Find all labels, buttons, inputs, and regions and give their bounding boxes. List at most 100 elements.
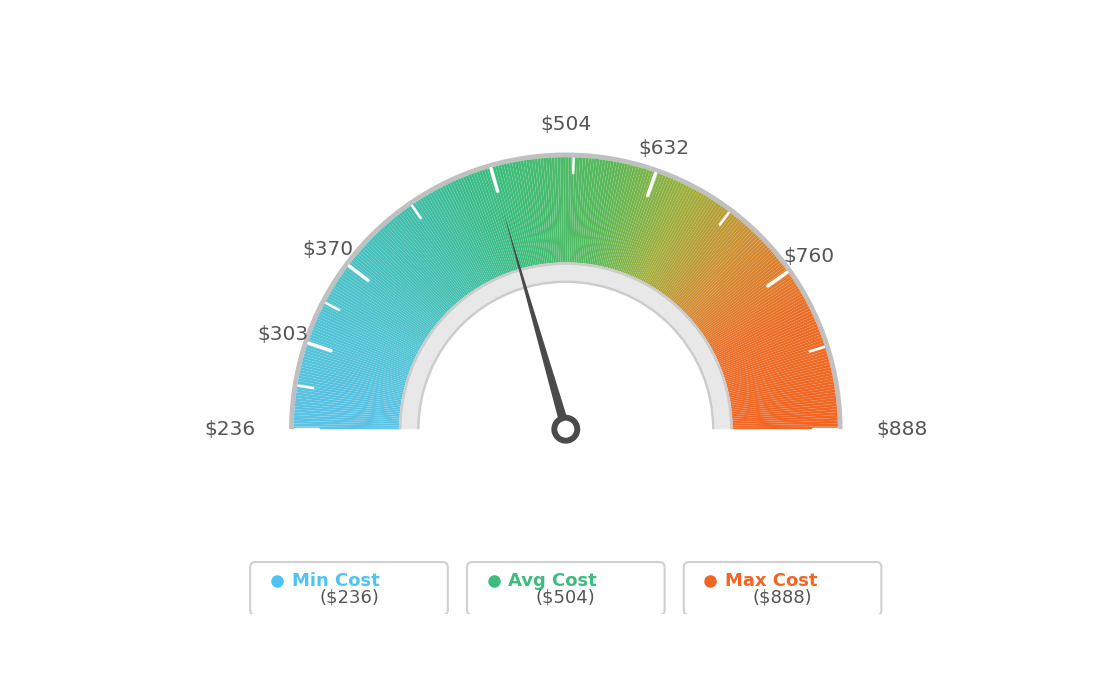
Wedge shape bbox=[725, 356, 829, 386]
Wedge shape bbox=[654, 198, 712, 289]
Wedge shape bbox=[713, 306, 809, 355]
Wedge shape bbox=[344, 269, 432, 333]
Wedge shape bbox=[730, 393, 836, 408]
Wedge shape bbox=[330, 290, 423, 346]
Wedge shape bbox=[655, 199, 714, 290]
Wedge shape bbox=[703, 276, 793, 337]
Text: Min Cost: Min Cost bbox=[291, 573, 380, 591]
Wedge shape bbox=[570, 157, 574, 264]
Wedge shape bbox=[582, 159, 594, 264]
Circle shape bbox=[558, 421, 574, 437]
Wedge shape bbox=[375, 233, 452, 310]
Wedge shape bbox=[299, 370, 404, 395]
Wedge shape bbox=[417, 280, 714, 429]
Wedge shape bbox=[314, 324, 413, 366]
Wedge shape bbox=[295, 404, 401, 415]
Wedge shape bbox=[721, 332, 820, 371]
Wedge shape bbox=[468, 175, 508, 275]
Wedge shape bbox=[700, 269, 787, 333]
Wedge shape bbox=[590, 160, 608, 266]
Wedge shape bbox=[420, 198, 478, 289]
Wedge shape bbox=[651, 197, 709, 288]
Wedge shape bbox=[647, 193, 702, 286]
Wedge shape bbox=[692, 254, 775, 324]
Wedge shape bbox=[731, 404, 837, 415]
Wedge shape bbox=[318, 313, 416, 360]
Wedge shape bbox=[617, 170, 652, 272]
Wedge shape bbox=[296, 393, 402, 408]
Wedge shape bbox=[427, 194, 482, 286]
Wedge shape bbox=[351, 260, 436, 328]
Wedge shape bbox=[660, 206, 723, 294]
Wedge shape bbox=[306, 348, 407, 382]
Wedge shape bbox=[618, 171, 656, 273]
Wedge shape bbox=[329, 293, 422, 348]
Wedge shape bbox=[728, 367, 831, 393]
Wedge shape bbox=[659, 204, 721, 293]
Wedge shape bbox=[439, 187, 490, 282]
Text: Avg Cost: Avg Cost bbox=[509, 573, 597, 591]
Wedge shape bbox=[672, 221, 744, 304]
Text: $504: $504 bbox=[540, 115, 592, 135]
Wedge shape bbox=[417, 199, 477, 290]
Wedge shape bbox=[724, 351, 827, 383]
Wedge shape bbox=[650, 195, 707, 288]
Wedge shape bbox=[406, 208, 470, 295]
Wedge shape bbox=[731, 409, 837, 419]
Wedge shape bbox=[445, 184, 493, 281]
Wedge shape bbox=[728, 373, 832, 397]
Wedge shape bbox=[690, 249, 772, 321]
Wedge shape bbox=[413, 203, 474, 292]
Wedge shape bbox=[297, 384, 402, 403]
Wedge shape bbox=[611, 167, 641, 270]
Wedge shape bbox=[532, 159, 546, 265]
Wedge shape bbox=[714, 308, 810, 357]
Wedge shape bbox=[294, 421, 400, 426]
Wedge shape bbox=[625, 175, 666, 275]
Wedge shape bbox=[705, 284, 797, 342]
Wedge shape bbox=[298, 381, 403, 402]
Wedge shape bbox=[638, 184, 687, 281]
Wedge shape bbox=[730, 384, 835, 403]
Wedge shape bbox=[514, 161, 537, 266]
Wedge shape bbox=[310, 335, 411, 373]
Wedge shape bbox=[352, 258, 437, 326]
Wedge shape bbox=[302, 359, 405, 388]
Wedge shape bbox=[601, 163, 625, 268]
Wedge shape bbox=[326, 298, 421, 351]
Text: $760: $760 bbox=[784, 248, 835, 266]
Wedge shape bbox=[509, 163, 533, 267]
Wedge shape bbox=[512, 162, 534, 267]
Wedge shape bbox=[529, 159, 545, 265]
Wedge shape bbox=[704, 279, 794, 339]
Wedge shape bbox=[301, 362, 405, 390]
Wedge shape bbox=[336, 281, 427, 340]
Wedge shape bbox=[679, 231, 754, 310]
Wedge shape bbox=[614, 169, 647, 271]
FancyBboxPatch shape bbox=[467, 562, 665, 615]
Wedge shape bbox=[316, 319, 414, 364]
Wedge shape bbox=[567, 157, 572, 264]
Wedge shape bbox=[731, 398, 837, 412]
Wedge shape bbox=[694, 258, 779, 326]
Wedge shape bbox=[362, 247, 443, 319]
Wedge shape bbox=[701, 272, 789, 335]
Wedge shape bbox=[702, 274, 790, 336]
Wedge shape bbox=[677, 227, 750, 307]
Wedge shape bbox=[294, 426, 400, 429]
Wedge shape bbox=[592, 161, 612, 266]
Wedge shape bbox=[523, 160, 542, 266]
Wedge shape bbox=[435, 190, 488, 284]
Wedge shape bbox=[309, 337, 410, 375]
Wedge shape bbox=[479, 170, 514, 272]
Wedge shape bbox=[311, 329, 412, 370]
Wedge shape bbox=[720, 329, 820, 370]
Wedge shape bbox=[360, 249, 442, 321]
Wedge shape bbox=[384, 225, 456, 306]
Wedge shape bbox=[382, 227, 455, 307]
Wedge shape bbox=[474, 172, 511, 273]
Wedge shape bbox=[437, 188, 489, 283]
Wedge shape bbox=[433, 191, 486, 285]
Wedge shape bbox=[585, 159, 599, 265]
Wedge shape bbox=[598, 163, 623, 267]
